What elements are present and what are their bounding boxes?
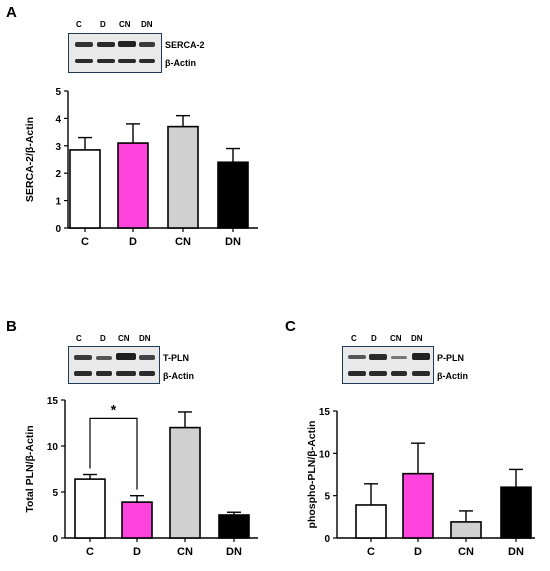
- x-tick-label: CN: [177, 546, 193, 558]
- panel-letter-c: C: [285, 318, 296, 335]
- x-tick-label: C: [81, 236, 89, 248]
- x-tick-label: D: [414, 546, 422, 558]
- y-tick-label: 5: [324, 492, 330, 503]
- blot-a-label-serca: SERCA-2: [165, 40, 205, 50]
- blot-c-label-actin: β-Actin: [437, 371, 468, 381]
- blot-c-lane-c: C: [351, 334, 357, 343]
- y-tick-label: 0: [52, 534, 58, 545]
- blot-b-image: [68, 346, 160, 384]
- y-tick-label: 0: [324, 534, 330, 545]
- panel-letter-b: B: [6, 318, 17, 335]
- y-tick-label: 0: [55, 224, 61, 235]
- y-tick-label: 15: [319, 407, 331, 418]
- x-tick-label: CN: [175, 236, 191, 248]
- blot-c-image: [342, 346, 434, 384]
- blot-b-label-actin: β-Actin: [163, 371, 194, 381]
- x-tick-label: DN: [226, 546, 242, 558]
- bar-cn: [167, 125, 199, 229]
- x-tick-label: DN: [225, 236, 241, 248]
- blot-c-lane-cn: CN: [390, 334, 402, 343]
- y-tick-label: 1: [55, 197, 61, 208]
- bar-cn: [169, 426, 201, 539]
- blot-a-lane-c: C: [76, 20, 82, 29]
- blot-c-label-ppln: P-PLN: [437, 353, 464, 363]
- bar-d: [402, 472, 434, 539]
- significance-bracket: [89, 417, 138, 490]
- y-tick-label: 3: [55, 142, 61, 153]
- bar-d: [121, 501, 153, 539]
- blot-b-lane-dn: DN: [139, 334, 151, 343]
- blot-a-lane-cn: CN: [119, 20, 131, 29]
- y-tick-label: 15: [47, 396, 59, 407]
- y-tick-label: 10: [47, 442, 59, 453]
- y-tick-label: 10: [319, 449, 331, 460]
- x-tick-label: D: [129, 236, 137, 248]
- blot-b-label-tpln: T-PLN: [163, 353, 189, 363]
- bar-dn: [217, 161, 249, 229]
- blot-c-lane-dn: DN: [411, 334, 423, 343]
- y-axis-label: phospho-PLN/β-Actin: [306, 421, 318, 529]
- bar-c: [69, 149, 101, 229]
- blot-b-lane-c: C: [76, 334, 82, 343]
- x-tick-label: C: [86, 546, 94, 558]
- x-tick-label: D: [133, 546, 141, 558]
- y-tick-label: 2: [55, 169, 61, 180]
- x-tick-label: CN: [458, 546, 474, 558]
- y-axis-label: Total PLN/β-Actin: [24, 425, 36, 512]
- bar-cn: [450, 521, 482, 539]
- blot-a-lane-d: D: [100, 20, 106, 29]
- y-tick-label: 4: [55, 114, 61, 125]
- bar-c: [355, 504, 387, 539]
- blot-a-label-actin: β-Actin: [165, 58, 196, 68]
- significance-star: *: [111, 401, 117, 417]
- chart-b: 0 5 10 15 Total PLN/β-Actin C D CN DN *: [24, 396, 258, 558]
- x-tick-label: DN: [508, 546, 524, 558]
- panel-letter-a: A: [6, 4, 17, 21]
- y-tick-label: 5: [52, 488, 58, 499]
- y-axis-label: SERCA-2/β-Actin: [24, 117, 36, 202]
- blot-c-lane-d: D: [371, 334, 377, 343]
- blot-b-lane-d: D: [100, 334, 106, 343]
- y-tick-label: 5: [55, 87, 61, 98]
- chart-a: 0 1 2 3 4 5 SERCA-2/β-Actin C D CN DN: [24, 87, 258, 248]
- x-tick-label: C: [367, 546, 375, 558]
- bar-dn: [218, 514, 250, 539]
- bar-d: [117, 142, 149, 229]
- blot-a-lane-dn: DN: [141, 20, 153, 29]
- bar-dn: [500, 486, 532, 539]
- blot-a-image: [68, 33, 162, 73]
- blot-b-lane-cn: CN: [118, 334, 130, 343]
- bar-c: [74, 478, 106, 539]
